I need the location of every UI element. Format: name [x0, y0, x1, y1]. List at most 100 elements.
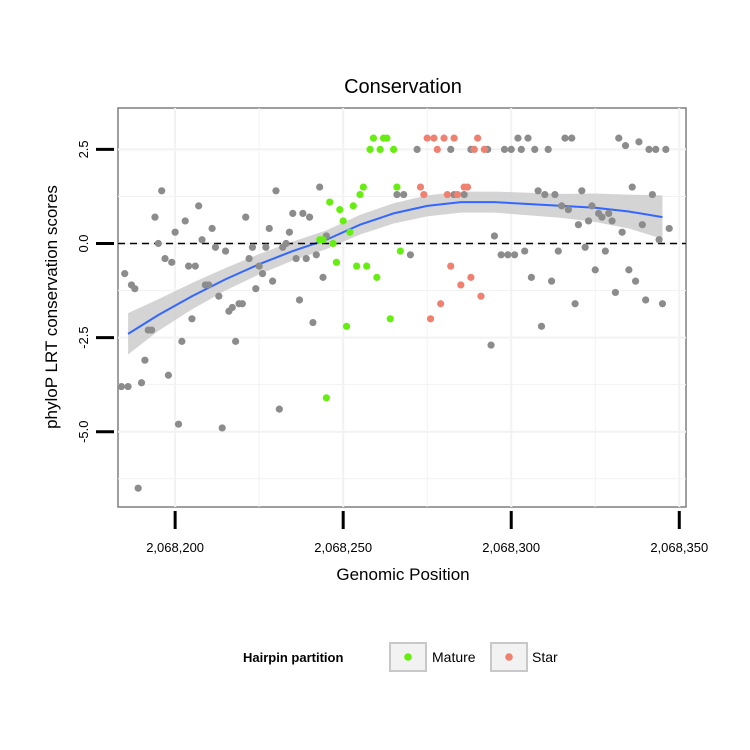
data-point-star: [463, 183, 472, 191]
data-point-unassigned: [605, 209, 613, 217]
data-point-unassigned: [205, 281, 213, 289]
data-point-unassigned: [316, 183, 324, 191]
data-point-mature: [322, 394, 330, 402]
data-point-star: [437, 300, 445, 308]
data-point-unassigned: [292, 254, 300, 263]
data-point-unassigned: [174, 420, 183, 428]
data-point-unassigned: [658, 300, 667, 308]
data-point-unassigned: [178, 337, 186, 345]
data-point-star: [467, 273, 475, 281]
data-point-unassigned: [191, 262, 199, 270]
data-point-star: [433, 145, 441, 154]
data-point-unassigned: [148, 326, 156, 334]
data-point-unassigned: [665, 224, 673, 233]
data-point-unassigned: [638, 221, 646, 229]
data-point-unassigned: [652, 145, 660, 154]
data-point-unassigned: [141, 356, 149, 364]
data-point-unassigned: [161, 254, 169, 263]
data-point-mature: [326, 198, 334, 206]
data-points: [117, 134, 673, 492]
x-tick-label: 2,068,350: [650, 540, 708, 555]
data-point-unassigned: [181, 217, 189, 225]
data-point-unassigned: [571, 300, 579, 308]
data-point-unassigned: [554, 247, 562, 255]
data-point-unassigned: [134, 484, 142, 492]
data-point-star: [443, 190, 451, 199]
data-point-unassigned: [662, 145, 670, 154]
data-point-unassigned: [275, 405, 283, 413]
data-point-unassigned: [245, 254, 253, 263]
legend-swatch-mature: [404, 653, 412, 661]
data-point-unassigned: [578, 187, 586, 195]
data-point-star: [423, 134, 431, 142]
data-point-unassigned: [527, 273, 535, 281]
data-point-unassigned: [413, 145, 421, 154]
data-point-unassigned: [558, 202, 566, 210]
data-point-unassigned: [541, 190, 549, 199]
data-point-star: [477, 292, 485, 300]
data-point-unassigned: [544, 145, 552, 154]
x-tick-label: 2,068,250: [314, 540, 372, 555]
data-point-unassigned: [588, 202, 596, 210]
data-point-unassigned: [534, 187, 542, 195]
legend-title: Hairpin partition: [243, 650, 343, 665]
data-point-unassigned: [228, 303, 236, 312]
data-point-unassigned: [601, 247, 609, 255]
data-point-unassigned: [618, 228, 626, 236]
data-point-mature: [319, 236, 327, 244]
data-point-mature: [386, 315, 394, 323]
data-point-star: [450, 134, 458, 142]
data-point-mature: [373, 273, 381, 281]
data-point-unassigned: [272, 187, 280, 195]
y-axis: 2.5 0.0 -2.5 -5.0: [76, 140, 114, 443]
data-point-unassigned: [393, 190, 401, 199]
data-point-mature: [363, 262, 371, 270]
data-point-unassigned: [524, 134, 532, 142]
data-point-unassigned: [537, 322, 546, 330]
data-point-unassigned: [124, 382, 132, 391]
y-axis-title: phyloP LRT conservation scores: [42, 185, 61, 429]
data-point-unassigned: [198, 236, 206, 244]
data-point-unassigned: [497, 251, 505, 259]
data-point-unassigned: [285, 228, 294, 236]
data-point-mature: [396, 247, 404, 255]
data-point-unassigned: [184, 262, 193, 270]
data-point-unassigned: [211, 243, 220, 251]
data-point-unassigned: [574, 221, 583, 229]
data-point-unassigned: [319, 273, 327, 281]
data-point-unassigned: [309, 318, 317, 327]
data-point-unassigned: [490, 232, 499, 240]
data-point-unassigned: [121, 270, 129, 278]
data-point-star: [447, 262, 455, 270]
x-tick-label: 2,068,200: [146, 540, 204, 555]
legend-label-star: Star: [532, 649, 558, 665]
data-point-unassigned: [221, 247, 230, 255]
data-point-unassigned: [521, 247, 529, 255]
data-point-unassigned: [232, 337, 240, 345]
data-point-unassigned: [561, 134, 569, 142]
data-point-unassigned: [608, 217, 616, 225]
data-point-unassigned: [164, 371, 173, 379]
data-point-unassigned: [487, 341, 495, 349]
legend-label-mature: Mature: [432, 649, 476, 665]
data-point-mature: [349, 202, 357, 210]
data-point-unassigned: [312, 251, 320, 259]
data-point-unassigned: [598, 213, 606, 221]
data-point-unassigned: [621, 142, 630, 150]
data-point-mature: [383, 134, 391, 142]
data-point-unassigned: [195, 202, 203, 210]
data-point-mature: [389, 145, 398, 154]
data-point-unassigned: [591, 266, 599, 274]
data-point-mature: [356, 190, 364, 199]
data-point-mature: [393, 183, 401, 191]
data-point-mature: [353, 262, 361, 270]
data-point-star: [457, 281, 465, 289]
data-point-unassigned: [248, 243, 257, 251]
data-point-star: [474, 134, 482, 142]
data-point-unassigned: [642, 296, 650, 304]
data-point-unassigned: [238, 300, 246, 308]
data-point-unassigned: [255, 262, 263, 270]
confidence-band-area: [128, 191, 663, 355]
y-tick-label: -2.5: [76, 326, 91, 348]
data-point-unassigned: [269, 277, 277, 285]
